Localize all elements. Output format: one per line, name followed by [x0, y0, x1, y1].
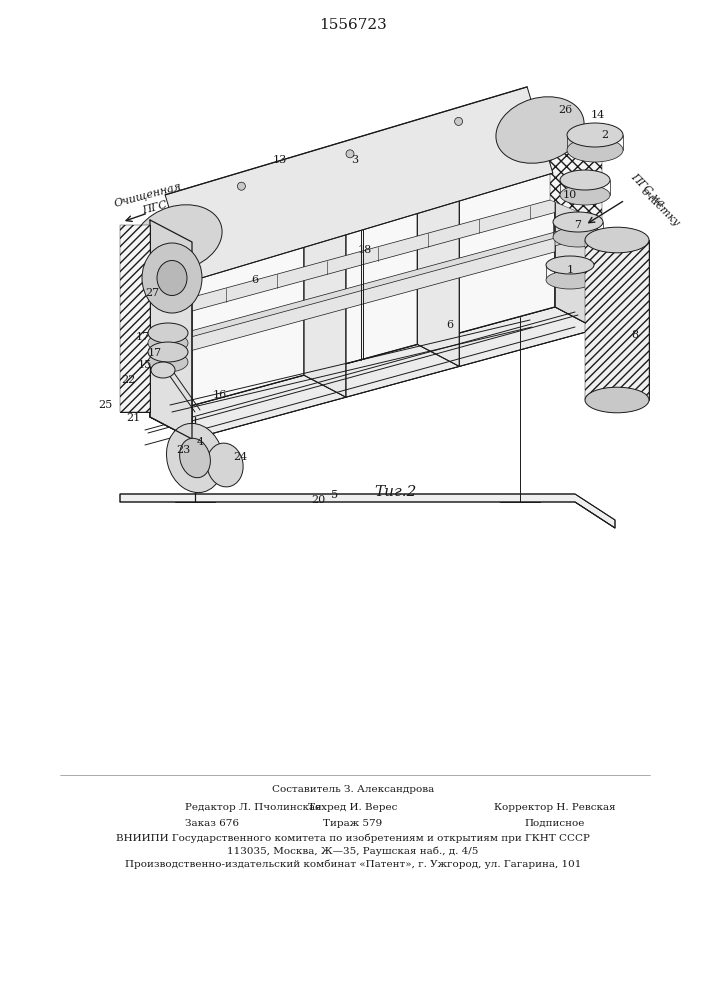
Ellipse shape [166, 423, 223, 493]
Ellipse shape [553, 212, 603, 232]
Text: 1: 1 [566, 265, 573, 275]
Ellipse shape [553, 227, 603, 247]
Ellipse shape [567, 123, 623, 147]
Ellipse shape [180, 438, 211, 478]
Ellipse shape [585, 227, 649, 253]
Polygon shape [150, 110, 555, 417]
Text: 16: 16 [213, 390, 227, 400]
Text: 20: 20 [311, 495, 325, 505]
Text: очистку: очистку [638, 186, 682, 228]
Text: Составитель З. Александрова: Составитель З. Александрова [272, 786, 434, 794]
Text: Очищенная: Очищенная [113, 181, 183, 209]
Ellipse shape [142, 243, 202, 313]
Text: Τиг.2: Τиг.2 [374, 485, 416, 499]
Text: ПГС: ПГС [141, 200, 169, 216]
Text: 6: 6 [446, 320, 454, 330]
Text: ВНИИПИ Государственного комитета по изобретениям и открытиям при ГКНТ СССР: ВНИИПИ Государственного комитета по изоб… [116, 833, 590, 843]
Text: 4: 4 [197, 437, 204, 447]
Text: 25: 25 [98, 400, 112, 410]
Ellipse shape [567, 138, 623, 162]
Ellipse shape [148, 352, 188, 372]
Circle shape [238, 182, 245, 190]
Circle shape [455, 117, 462, 125]
Text: 27: 27 [145, 288, 159, 298]
Ellipse shape [560, 185, 610, 205]
Polygon shape [120, 225, 150, 412]
Text: Редактор Л. Пчолинская: Редактор Л. Пчолинская [185, 804, 322, 812]
Text: Заказ 676: Заказ 676 [185, 818, 239, 828]
Ellipse shape [207, 443, 243, 487]
Ellipse shape [151, 362, 175, 378]
Text: 24: 24 [233, 452, 247, 462]
Polygon shape [150, 238, 555, 362]
Text: Подписное: Подписное [525, 818, 585, 828]
Polygon shape [150, 199, 555, 322]
Text: Техред И. Верес: Техред И. Верес [308, 804, 397, 812]
Text: 14: 14 [591, 110, 605, 120]
Polygon shape [150, 220, 192, 439]
Text: 1556723: 1556723 [319, 18, 387, 32]
Text: 21: 21 [126, 413, 140, 423]
Text: 5: 5 [332, 490, 339, 500]
Text: 6: 6 [252, 275, 259, 285]
Text: 23: 23 [176, 445, 190, 455]
Ellipse shape [157, 260, 187, 296]
Text: 113035, Москва, Ж—35, Раушская наб., д. 4/5: 113035, Москва, Ж—35, Раушская наб., д. … [228, 846, 479, 856]
Polygon shape [192, 132, 597, 439]
Circle shape [346, 150, 354, 158]
Polygon shape [120, 494, 615, 528]
Ellipse shape [148, 323, 188, 343]
Polygon shape [304, 178, 346, 397]
Text: 26: 26 [558, 105, 572, 115]
Text: Производственно-издательский комбинат «Патент», г. Ужгород, ул. Гагарина, 101: Производственно-издательский комбинат «П… [125, 859, 581, 869]
Text: 18: 18 [358, 245, 372, 255]
Ellipse shape [148, 333, 188, 353]
Polygon shape [165, 87, 553, 281]
Text: 10: 10 [563, 190, 577, 200]
Ellipse shape [134, 205, 222, 271]
Polygon shape [550, 110, 602, 222]
Polygon shape [192, 221, 597, 344]
Polygon shape [150, 220, 192, 439]
Polygon shape [150, 110, 597, 242]
Ellipse shape [546, 271, 594, 289]
Text: 7: 7 [575, 220, 581, 230]
Ellipse shape [148, 342, 188, 362]
Text: 13: 13 [273, 155, 287, 165]
Text: 17: 17 [136, 332, 150, 342]
Text: 2: 2 [602, 130, 609, 140]
Text: 17: 17 [148, 348, 162, 358]
Text: ПГС на: ПГС на [629, 171, 667, 209]
Polygon shape [555, 110, 597, 329]
Ellipse shape [560, 170, 610, 190]
Ellipse shape [585, 387, 649, 413]
Polygon shape [585, 240, 649, 400]
Ellipse shape [546, 256, 594, 274]
Ellipse shape [496, 97, 584, 163]
Text: Корректор Н. Ревская: Корректор Н. Ревская [494, 804, 616, 812]
Text: Тираж 579: Тираж 579 [323, 818, 382, 828]
Polygon shape [417, 147, 460, 366]
Text: 3: 3 [351, 155, 358, 165]
Polygon shape [150, 307, 597, 439]
Text: 8: 8 [631, 330, 638, 340]
Text: 15: 15 [138, 360, 152, 370]
Text: 22: 22 [121, 375, 135, 385]
Polygon shape [120, 225, 150, 412]
